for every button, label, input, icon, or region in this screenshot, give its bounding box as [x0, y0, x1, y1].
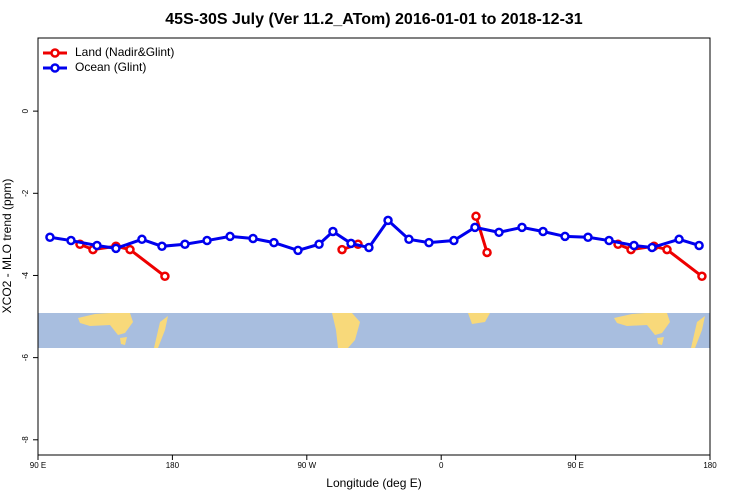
point — [202, 235, 212, 246]
series-line — [49, 218, 700, 252]
point — [662, 244, 672, 255]
point — [45, 232, 55, 243]
point — [404, 234, 414, 245]
x-tick-label: 0 — [439, 461, 444, 470]
chart-title: 45S-30S July (Ver 11.2_ATom) 2016-01-01 … — [165, 11, 583, 28]
y-tick-label: -4 — [21, 271, 30, 279]
point — [604, 235, 614, 246]
point — [160, 271, 170, 282]
map-strip — [38, 313, 710, 348]
point — [694, 240, 704, 251]
x-tick-label: 180 — [703, 461, 717, 470]
point — [269, 237, 279, 248]
point — [346, 238, 356, 249]
point — [647, 242, 657, 253]
point — [517, 222, 527, 233]
point — [314, 239, 324, 249]
point — [125, 244, 135, 255]
point — [629, 240, 639, 251]
point — [180, 239, 190, 249]
point — [157, 241, 167, 252]
y-axis-label: XCO2 - MLO trend (ppm) — [0, 179, 14, 314]
point — [328, 226, 338, 237]
legend-marker — [50, 48, 60, 58]
point — [137, 234, 147, 245]
point — [364, 242, 374, 253]
point — [92, 240, 102, 251]
y-tick-label: -2 — [21, 189, 30, 197]
point — [337, 244, 347, 255]
x-tick-label: 90 E — [567, 461, 583, 470]
point — [424, 237, 434, 248]
point — [482, 247, 492, 258]
plot-frame — [37, 37, 711, 456]
point — [470, 222, 480, 233]
y-tick-label: -6 — [21, 354, 30, 362]
x-tick-label: 180 — [166, 461, 180, 470]
point — [560, 231, 570, 242]
point — [66, 235, 76, 246]
point — [697, 271, 707, 282]
point — [583, 232, 593, 243]
x-tick-label: 90 E — [30, 461, 46, 470]
x-tick-label: 90 W — [297, 461, 316, 470]
legend-label: Ocean (Glint) — [75, 60, 146, 74]
point — [449, 235, 459, 246]
point — [471, 211, 481, 222]
point — [674, 234, 684, 245]
point — [111, 243, 121, 254]
point — [293, 245, 303, 256]
legend-label: Land (Nadir&Glint) — [75, 45, 174, 59]
point — [383, 215, 393, 226]
y-tick-label: 0 — [21, 108, 30, 113]
legend-marker — [50, 63, 60, 73]
point — [248, 233, 258, 244]
point — [494, 227, 504, 238]
point — [225, 231, 235, 242]
y-tick-label: -8 — [21, 436, 30, 444]
x-axis-label: Longitude (deg E) — [326, 476, 421, 490]
point — [538, 226, 548, 237]
